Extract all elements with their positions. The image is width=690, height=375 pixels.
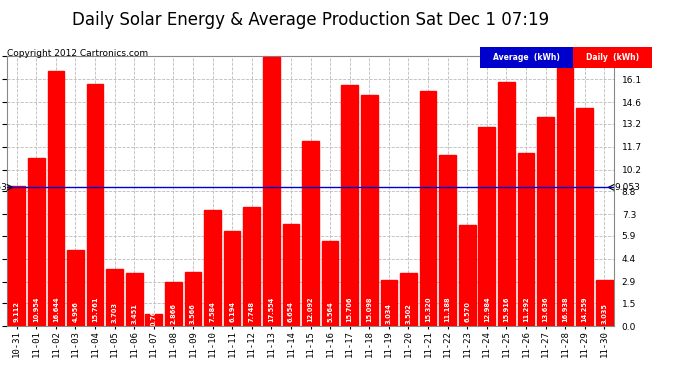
Text: Average  (kWh): Average (kWh): [493, 53, 560, 62]
Bar: [459, 225, 475, 326]
Bar: [380, 280, 397, 326]
Bar: [557, 66, 573, 326]
Text: Copyright 2012 Cartronics.com: Copyright 2012 Cartronics.com: [7, 49, 148, 58]
Bar: [263, 57, 279, 326]
Bar: [165, 282, 181, 326]
Text: 9.053: 9.053: [0, 183, 7, 192]
Bar: [361, 94, 377, 326]
Text: 10.954: 10.954: [33, 296, 39, 322]
Text: 15.706: 15.706: [346, 296, 353, 322]
Bar: [596, 280, 613, 326]
Text: Daily Solar Energy & Average Production Sat Dec 1 07:19: Daily Solar Energy & Average Production …: [72, 11, 549, 29]
Text: 3.703: 3.703: [112, 302, 117, 323]
Text: 17.554: 17.554: [268, 296, 275, 322]
Text: 3.502: 3.502: [406, 303, 411, 324]
Text: 3.566: 3.566: [190, 303, 196, 324]
Bar: [67, 250, 83, 326]
Bar: [185, 272, 201, 326]
Bar: [420, 91, 436, 326]
Bar: [576, 108, 593, 326]
Text: 7.748: 7.748: [248, 301, 255, 322]
Text: 9.112: 9.112: [14, 301, 20, 322]
Text: 11.292: 11.292: [523, 296, 529, 322]
Text: 0.767: 0.767: [151, 304, 157, 326]
Text: 11.188: 11.188: [444, 296, 451, 322]
Bar: [244, 207, 260, 326]
Bar: [342, 85, 358, 326]
Bar: [283, 224, 299, 326]
Bar: [322, 241, 338, 326]
Text: 13.636: 13.636: [542, 296, 549, 322]
Text: 2.866: 2.866: [170, 303, 177, 324]
Text: 3.035: 3.035: [601, 303, 607, 324]
Text: 14.259: 14.259: [582, 296, 588, 322]
Bar: [28, 158, 45, 326]
Bar: [48, 71, 64, 326]
Bar: [126, 273, 143, 326]
Text: 15.098: 15.098: [366, 296, 373, 322]
Text: 12.984: 12.984: [484, 296, 490, 322]
Text: 3.034: 3.034: [386, 303, 392, 324]
Bar: [400, 273, 417, 326]
Text: 7.584: 7.584: [210, 301, 215, 322]
Text: 9.053: 9.053: [614, 183, 640, 192]
Bar: [87, 84, 104, 326]
Text: 3.451: 3.451: [131, 303, 137, 324]
Text: 15.916: 15.916: [504, 296, 509, 322]
Text: 6.570: 6.570: [464, 301, 470, 322]
Text: 6.654: 6.654: [288, 301, 294, 322]
Bar: [302, 141, 319, 326]
Text: 15.761: 15.761: [92, 296, 98, 322]
Text: 5.564: 5.564: [327, 301, 333, 322]
Bar: [8, 186, 25, 326]
Text: 12.092: 12.092: [308, 296, 313, 322]
Text: 16.644: 16.644: [53, 296, 59, 322]
Bar: [518, 153, 534, 326]
Bar: [440, 154, 456, 326]
Text: 6.194: 6.194: [229, 301, 235, 322]
Bar: [146, 315, 162, 326]
Bar: [106, 270, 123, 326]
Text: 16.938: 16.938: [562, 296, 568, 322]
Bar: [538, 117, 554, 326]
Bar: [204, 210, 221, 326]
Text: 4.956: 4.956: [72, 302, 79, 322]
Bar: [224, 231, 241, 326]
Bar: [498, 82, 515, 326]
Text: Daily  (kWh): Daily (kWh): [586, 53, 639, 62]
Text: 15.320: 15.320: [425, 296, 431, 322]
Bar: [478, 127, 495, 326]
